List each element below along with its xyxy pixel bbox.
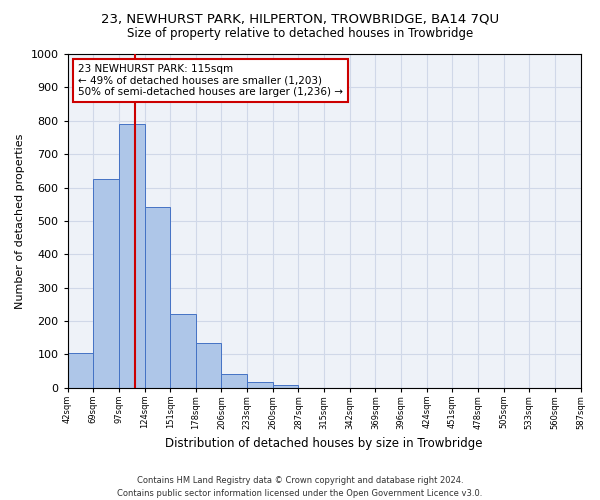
Bar — [68, 354, 93, 388]
Bar — [145, 206, 170, 388]
Text: Size of property relative to detached houses in Trowbridge: Size of property relative to detached ho… — [127, 28, 473, 40]
Bar — [273, 384, 298, 388]
Bar — [119, 124, 145, 388]
Text: 23, NEWHURST PARK, HILPERTON, TROWBRIDGE, BA14 7QU: 23, NEWHURST PARK, HILPERTON, TROWBRIDGE… — [101, 12, 499, 26]
Bar — [247, 382, 273, 388]
Bar — [93, 179, 119, 388]
Bar — [170, 314, 196, 388]
Text: Contains HM Land Registry data © Crown copyright and database right 2024.
Contai: Contains HM Land Registry data © Crown c… — [118, 476, 482, 498]
Bar — [196, 344, 221, 388]
Text: 23 NEWHURST PARK: 115sqm
← 49% of detached houses are smaller (1,203)
50% of sem: 23 NEWHURST PARK: 115sqm ← 49% of detach… — [78, 64, 343, 97]
Bar — [221, 374, 247, 388]
X-axis label: Distribution of detached houses by size in Trowbridge: Distribution of detached houses by size … — [165, 437, 483, 450]
Y-axis label: Number of detached properties: Number of detached properties — [15, 133, 25, 308]
